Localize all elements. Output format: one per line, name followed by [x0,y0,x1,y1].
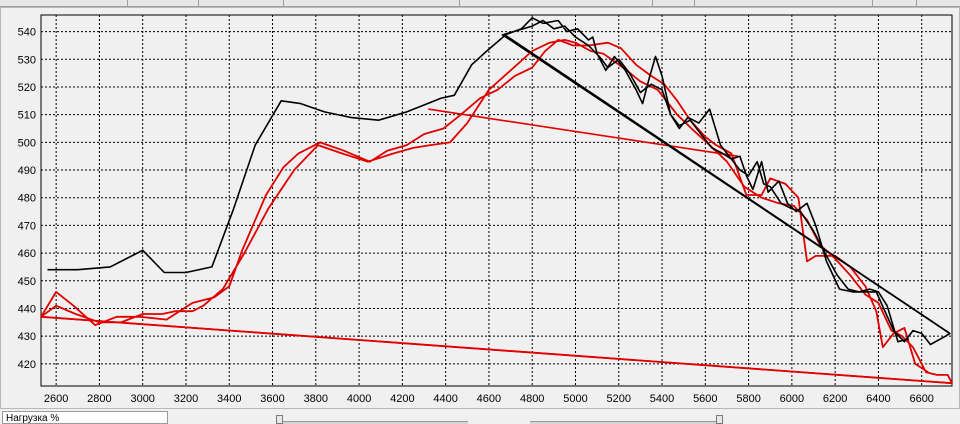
status-field[interactable]: Нагрузка % [2,411,168,424]
tab-separator [652,0,653,6]
x-tick-label: 5600 [693,393,717,405]
x-tick-label: 6600 [909,393,933,405]
plot-area [40,14,953,387]
slider-track-right[interactable] [530,421,720,424]
y-tick-label: 450 [18,276,36,288]
x-tick-label: 3600 [260,393,284,405]
x-tick-label: 5800 [736,393,760,405]
series-black-line [47,17,951,346]
bottom-bar: Нагрузка % [0,409,960,424]
x-tick-label: 3400 [217,393,241,405]
slider-thumb-right[interactable] [716,415,723,424]
slider-track-left[interactable] [278,421,468,424]
x-tick-label: 6200 [823,393,847,405]
x-tick-label: 4400 [433,393,457,405]
x-tick-label: 5200 [607,393,631,405]
tab-separator [459,0,460,6]
x-tick-label: 6400 [866,393,890,405]
y-tick-label: 490 [18,165,36,177]
slider-thumb-left[interactable] [276,415,283,424]
x-tick-label: 3800 [304,393,328,405]
tab-separator [872,0,873,6]
tab-separator [127,0,128,6]
x-tick-label: 4800 [520,393,544,405]
tab-separator [198,0,199,6]
x-tick-label: 2600 [44,393,68,405]
x-tick-label: 2800 [87,393,111,405]
y-tick-label: 470 [18,220,36,232]
y-tick-label: 460 [18,248,36,260]
x-tick-label: 3200 [174,393,198,405]
y-tick-label: 420 [18,359,36,371]
x-tick-label: 4600 [477,393,501,405]
tab-separator [283,0,284,6]
tab-separator [694,0,695,6]
chart-panel: 2600 2800 3000 3200 3400 3600 3800 4000 4200 4400… [0,7,960,409]
y-tick-label: 520 [18,82,36,94]
tab-separator [916,0,917,6]
line-chart: 2600 2800 3000 3200 3400 3600 3800 4000 4200 4400… [18,14,953,405]
x-tick-label: 3000 [130,393,154,405]
series-red-line [40,39,953,385]
y-tick-label: 510 [18,110,36,122]
y-tick-label: 480 [18,193,36,205]
y-tick-label: 500 [18,137,36,149]
x-tick-label: 6000 [780,393,804,405]
x-tick-label: 5000 [563,393,587,405]
y-tick-label: 440 [18,303,36,315]
y-tick-label: 530 [18,54,36,66]
tab-strip [0,0,960,7]
x-tick-label: 4000 [347,393,371,405]
x-tick-label: 5400 [650,393,674,405]
red-trend-line [428,108,738,157]
x-tick-label: 4200 [390,393,414,405]
y-tick-label: 430 [18,331,36,343]
y-tick-label: 540 [18,27,36,39]
